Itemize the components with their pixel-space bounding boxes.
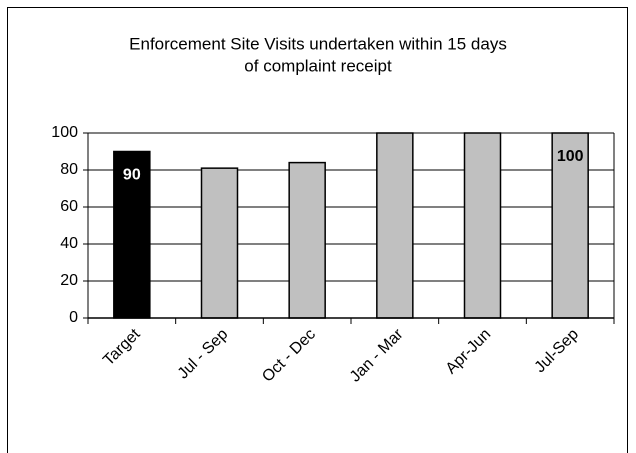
bar: [200, 167, 239, 319]
y-tick-label: 100: [51, 124, 78, 141]
bar: [113, 150, 151, 319]
y-tick-label: 60: [60, 198, 78, 215]
y-tick-label: 20: [60, 272, 78, 289]
y-tick-label: 0: [69, 309, 78, 326]
bar: [376, 132, 414, 319]
bar: [463, 132, 502, 319]
data-label: 100: [557, 148, 584, 165]
y-tick-label: 40: [60, 235, 78, 252]
data-label: 90: [123, 167, 141, 184]
y-tick-label: 80: [60, 161, 78, 178]
bar: [288, 161, 326, 319]
chart-title: Enforcement Site Visits undertaken withi…: [129, 34, 507, 53]
bar: [551, 132, 589, 319]
chart-title: of complaint receipt: [244, 56, 392, 75]
